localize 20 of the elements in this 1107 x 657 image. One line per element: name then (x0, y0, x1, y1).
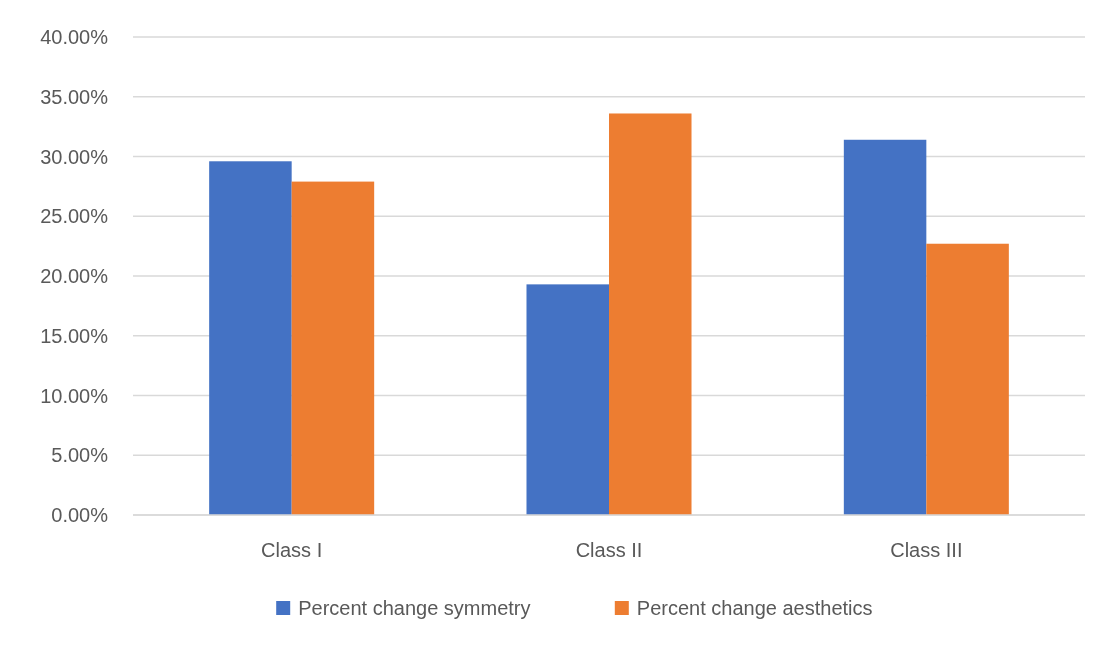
y-tick-label: 35.00% (40, 85, 109, 108)
bar (209, 161, 292, 515)
y-tick-label: 30.00% (40, 145, 109, 168)
bar (926, 243, 1009, 515)
bar (291, 181, 375, 515)
legend-label: Percent change aesthetics (636, 597, 873, 619)
y-tick-label: 10.00% (40, 384, 109, 407)
bar (526, 284, 609, 515)
y-tick-label: 5.00% (51, 444, 109, 467)
y-tick-label: 0.00% (51, 504, 109, 526)
y-tick-label: 15.00% (40, 324, 109, 347)
y-tick-label: 40.00% (40, 26, 109, 48)
bar (843, 139, 927, 515)
bar (609, 113, 692, 515)
x-tick-label: Class III (890, 539, 963, 561)
y-tick-label: 20.00% (40, 265, 109, 287)
x-tick-label: Class I (261, 539, 323, 561)
x-tick-label: Class II (575, 539, 643, 561)
y-tick-label: 25.00% (40, 205, 109, 228)
legend-label: Percent change symmetry (298, 597, 531, 619)
